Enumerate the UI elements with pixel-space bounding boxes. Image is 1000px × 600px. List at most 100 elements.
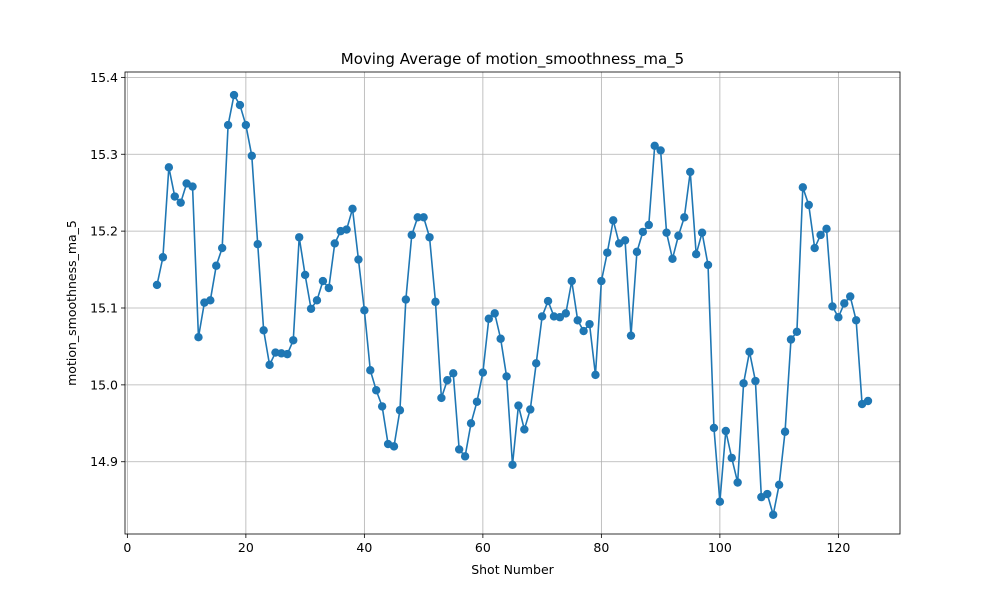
data-point [300,270,310,280]
data-point [798,183,808,192]
chart-title: Moving Average of motion_smoothness_ma_5 [341,50,684,69]
data-point [603,248,612,257]
x-tick-label: 80 [593,540,609,555]
data-point [206,296,215,305]
data-points [152,90,873,519]
data-point [727,453,736,463]
y-tick-label: 15.2 [90,224,118,239]
data-point [259,326,268,335]
data-point [626,331,636,340]
data-point [425,233,434,242]
x-tick-label: 20 [238,540,254,555]
data-point [170,192,179,201]
data-point [419,213,428,222]
data-point [283,349,292,359]
y-axis-label: motion_smoothness_ma_5 [64,220,79,386]
data-point [354,255,363,264]
data-point [561,309,571,318]
data-point [543,296,553,306]
data-point [241,120,251,130]
x-tick-label: 40 [356,540,372,555]
data-point [454,445,464,454]
data-point [567,276,576,286]
data-point [342,225,351,234]
data-point [715,497,725,506]
data-point [401,295,411,304]
data-point [697,228,707,237]
data-point [460,452,470,461]
data-point [194,333,203,342]
data-point [632,247,642,257]
y-tick-label: 14.9 [90,454,118,469]
data-point [686,167,695,177]
data-point [579,326,588,336]
data-point [851,316,861,325]
data-point [389,442,399,451]
plot-frame [124,71,901,535]
data-point [609,216,618,225]
data-point [312,296,322,305]
data-point [360,306,369,315]
data-point [158,253,168,262]
data-point [324,283,334,293]
data-point [253,239,262,249]
data-point [786,335,796,344]
data-point [780,427,790,436]
data-point [774,480,784,489]
x-tick-label: 0 [123,540,131,555]
data-point [526,405,535,414]
y-tick-label: 15.1 [90,300,118,315]
grid-lines [125,72,900,534]
data-point [152,280,162,290]
data-point [508,460,517,470]
data-point [466,419,476,428]
data-point [668,254,677,263]
data-point [828,302,837,311]
x-tick-label: 100 [708,540,732,555]
x-tick-label: 120 [826,540,850,555]
y-tick-label: 15.3 [90,147,118,162]
x-axis-label: Shot Number [471,562,554,577]
x-tick-label: 60 [475,540,491,555]
data-point [846,292,855,301]
data-point [650,141,659,150]
data-point [514,401,523,410]
data-point [638,227,648,237]
data-point [745,347,754,357]
data-point [520,425,529,434]
data-point [751,376,760,386]
data-point [585,319,594,329]
data-point [472,397,482,406]
data-point [555,313,565,322]
data-point [289,336,298,345]
data-point [212,261,221,270]
y-tick-label: 15.0 [90,377,118,392]
data-point [662,228,671,237]
y-tick-label: 15.4 [90,70,118,85]
data-point [739,379,748,388]
data-point [810,243,819,253]
data-point [449,369,458,378]
data-point [330,239,339,248]
data-point [537,312,547,321]
data-point [496,334,505,343]
data-point [680,213,689,222]
data-point [247,151,256,160]
data-point [644,220,653,230]
data-point [620,236,630,245]
data-point [478,368,488,377]
data-point [733,478,742,487]
data-point [863,396,873,406]
data-point [295,233,304,242]
data-point [822,224,831,234]
x-axis-ticks: 0 20 40 60 80 100 120 [123,534,850,555]
data-point [804,200,813,210]
data-point [164,163,174,172]
data-point [721,426,730,436]
data-point [490,309,499,318]
data-point [656,146,665,155]
data-point [840,299,849,308]
data-point [674,231,683,240]
